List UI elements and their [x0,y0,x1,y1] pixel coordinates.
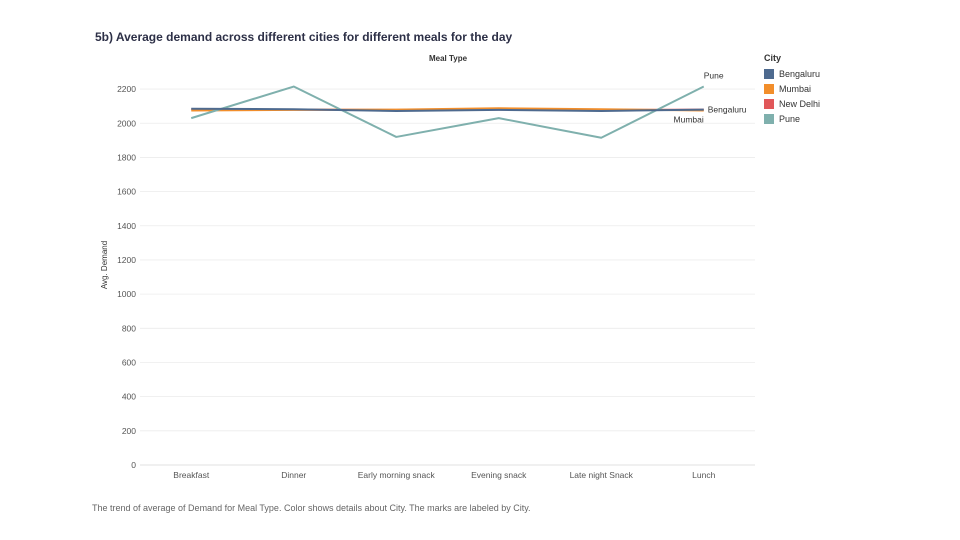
grid-lines [140,88,755,466]
y-tick-label: 0 [131,460,136,470]
y-tick-label: 1600 [117,187,136,197]
y-axis-title: Avg. Demand [100,241,109,289]
x-tick-label: Dinner [281,470,306,480]
legend-item-bengaluru[interactable]: Bengaluru [764,66,820,81]
end-label-pune: Pune [704,71,724,81]
x-tick-label: Late night Snack [570,470,634,480]
series-lines [190,85,705,139]
legend-swatch [764,83,774,94]
end-label-mumbai: Mumbai [674,114,704,124]
legend-swatch [764,113,774,124]
series-line-bengaluru [191,107,704,112]
chart-caption: The trend of average of Demand for Meal … [92,503,531,513]
x-tick-label: Early morning snack [358,470,436,480]
y-tick-label: 1200 [117,255,136,265]
legend-label: New Delhi [779,98,821,109]
legend-item-new-delhi[interactable]: New Delhi [764,96,820,111]
legend-label: Mumbai [779,83,812,94]
x-tick-label: Evening snack [471,470,527,480]
y-tick-label: 2200 [117,84,136,94]
y-tick-label: 600 [122,357,136,367]
x-tick-label: Breakfast [173,470,210,480]
legend-label: Bengaluru [779,68,821,79]
x-axis-title: Meal Type [429,54,468,63]
legend-title: City [764,53,782,63]
y-tick-label: 400 [122,392,136,402]
chart-title: 5b) Average demand across different citi… [95,30,513,44]
legend-item-mumbai[interactable]: Mumbai [764,81,820,96]
y-tick-label: 1800 [117,152,136,162]
y-tick-label: 1400 [117,221,136,231]
end-label-bengaluru: Bengaluru [708,105,747,115]
y-tick-label: 2000 [117,118,136,128]
series-line-pune [190,85,705,139]
legend-label: Pune [779,113,801,124]
y-tick-label: 1000 [117,289,136,299]
legend-item-pune[interactable]: Pune [764,111,820,126]
y-tick-labels: 0 200 400 600 800 1000 1200 1400 1600 1800 2000 220… [117,84,136,470]
x-tick-labels: Breakfast Dinner Early morning snack Evenin… [173,470,715,480]
y-tick-label: 200 [122,426,136,436]
series-end-labels: Pune Bengaluru Mumbai [674,71,747,125]
x-tick-label: Lunch [692,470,715,480]
legend-swatch [764,98,774,109]
y-tick-label: 800 [122,323,136,333]
legend: City Bengaluru Mumbai New Delhi Pune [764,53,820,126]
legend-swatch [764,68,774,79]
